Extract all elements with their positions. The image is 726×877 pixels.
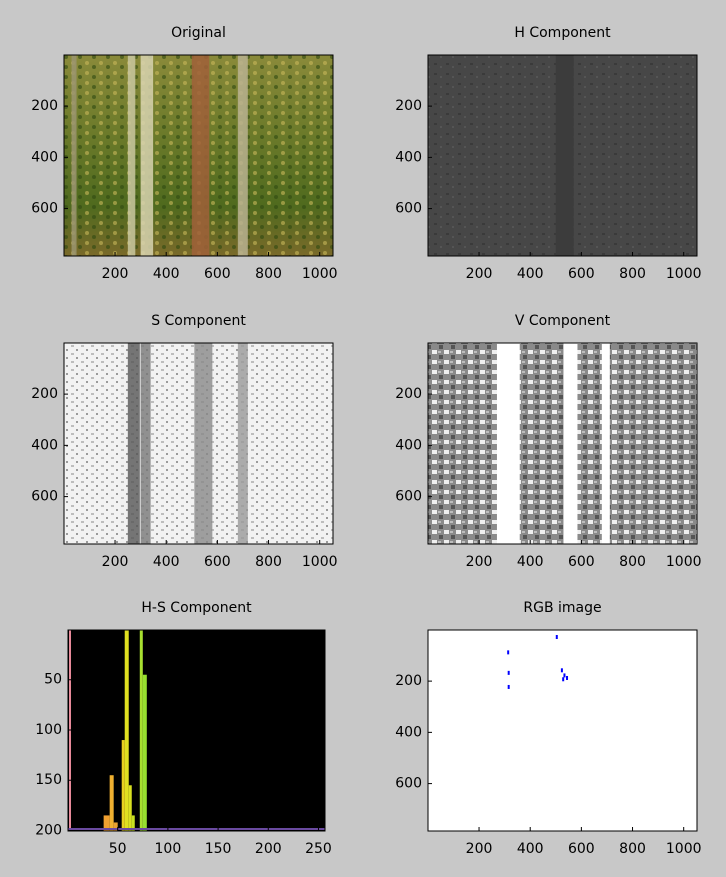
bar-pixels [129, 785, 132, 831]
x-tick-label: 100 [155, 841, 182, 857]
x-tick-label: 150 [205, 841, 232, 857]
trunk [194, 343, 212, 544]
x-tick-label: 200 [466, 554, 493, 570]
subplot: H-S Component 50 100 150 200 250 50 100 150 200 [35, 600, 332, 857]
subplot-title: RGB image [523, 600, 601, 616]
subplot-title: Original [171, 25, 226, 41]
x-tick-label: 1000 [302, 554, 338, 570]
x-tick-label: 200 [466, 266, 493, 282]
pixel [563, 673, 565, 677]
y-tick-label: 400 [31, 149, 58, 165]
y-tick-label: 600 [395, 201, 422, 217]
y-tick-label: 200 [35, 822, 62, 838]
x-tick-label: 1000 [666, 554, 702, 570]
pixel [508, 685, 510, 689]
x-tick-label: 400 [517, 841, 544, 857]
x-tick-label: 200 [102, 554, 129, 570]
subplot: H Component 200 400 600 800 1000 200 400 600 [395, 25, 701, 282]
subplot-title: H Component [514, 25, 611, 41]
y-tick-label: 150 [35, 772, 62, 788]
y-tick-label: 600 [395, 776, 422, 792]
y-tick-label: 200 [395, 98, 422, 114]
x-tick-label: 400 [153, 554, 180, 570]
subplot-title: S Component [151, 313, 246, 329]
x-tick-label: 400 [153, 266, 180, 282]
x-tick-label: 800 [255, 554, 282, 570]
x-tick-label: 200 [466, 841, 493, 857]
trunk [238, 343, 248, 544]
y-tick-label: 200 [31, 98, 58, 114]
bar-pixels [143, 675, 147, 831]
subplot: RGB image 200 400 600 800 1000 200 400 600 [395, 600, 701, 857]
trunk [192, 55, 210, 256]
x-tick-label: 1000 [666, 841, 702, 857]
x-tick-label: 600 [204, 266, 231, 282]
pixel [561, 668, 563, 672]
y-tick-label: 400 [395, 437, 422, 453]
y-tick-label: 600 [31, 489, 58, 505]
y-tick-label: 200 [395, 673, 422, 689]
y-tick-label: 50 [44, 672, 62, 688]
x-tick-label: 250 [305, 841, 332, 857]
bar-pixels [125, 629, 129, 831]
y-tick-label: 400 [395, 724, 422, 740]
x-tick-label: 50 [109, 841, 127, 857]
y-tick-label: 400 [31, 437, 58, 453]
x-tick-label: 800 [619, 266, 646, 282]
trunk [128, 55, 136, 256]
figure: Original2004006008001000200400600H Compo… [0, 0, 726, 877]
trunk [238, 55, 248, 256]
bar-pixels [110, 775, 114, 831]
y-tick-label: 100 [35, 722, 62, 738]
x-tick-label: 200 [255, 841, 282, 857]
y-tick-label: 400 [395, 149, 422, 165]
subplot: S Component 200 400 600 800 1000 200 400 600 [31, 313, 337, 570]
pixel [562, 677, 564, 681]
trunk [72, 55, 77, 256]
x-tick-label: 1000 [666, 266, 702, 282]
x-tick-label: 800 [619, 841, 646, 857]
pixel [508, 671, 510, 675]
image-fill [68, 630, 325, 831]
y-tick-label: 600 [395, 489, 422, 505]
subplot-title: H-S Component [141, 600, 252, 616]
trunk [510, 343, 520, 544]
trunk [141, 55, 154, 256]
image-fill [428, 630, 697, 831]
stripe [68, 828, 325, 830]
stripe [69, 630, 71, 831]
x-tick-label: 600 [204, 554, 231, 570]
x-tick-label: 400 [517, 554, 544, 570]
subplot-title: V Component [515, 313, 611, 329]
x-tick-label: 600 [568, 554, 595, 570]
x-tick-label: 600 [568, 841, 595, 857]
trunk [141, 343, 151, 544]
y-tick-label: 600 [31, 201, 58, 217]
pixel [556, 635, 558, 639]
trunk [497, 343, 511, 544]
x-tick-label: 1000 [302, 266, 338, 282]
y-tick-label: 200 [395, 386, 422, 402]
subplot: Original 200 400 600 800 1000 200 400 600 [31, 25, 337, 282]
x-tick-label: 800 [619, 554, 646, 570]
bar-pixels [122, 740, 125, 831]
x-tick-label: 600 [568, 266, 595, 282]
subplot: V Component 200 400 600 800 1000 200 400 600 [395, 313, 701, 570]
trunk [563, 343, 577, 544]
pixel [507, 650, 509, 654]
trunk [556, 55, 574, 256]
trunk [602, 343, 610, 544]
trunk [128, 343, 140, 544]
image-fill [428, 343, 697, 544]
pixel [566, 676, 568, 680]
x-tick-label: 400 [517, 266, 544, 282]
x-tick-label: 200 [102, 266, 129, 282]
bar-pixels [140, 629, 143, 831]
y-tick-label: 200 [31, 386, 58, 402]
x-tick-label: 800 [255, 266, 282, 282]
